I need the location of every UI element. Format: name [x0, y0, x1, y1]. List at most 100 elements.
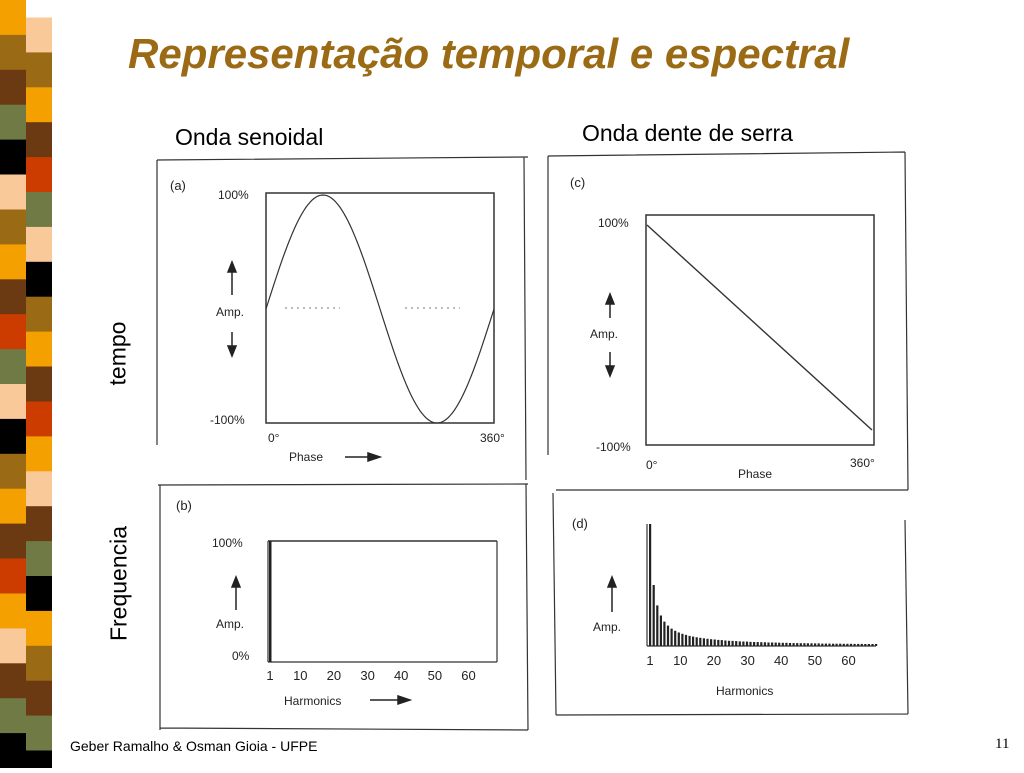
harmonic-bar	[760, 642, 763, 646]
xtick-label-c-left: 0°	[646, 458, 658, 472]
stripe-block	[26, 87, 52, 123]
harmonic-bar	[781, 642, 784, 646]
stripe-block	[26, 715, 52, 751]
xtick-label-a-left: 0°	[268, 431, 280, 445]
xlabel-c: Phase	[738, 467, 772, 481]
xtick-label: 60	[461, 668, 475, 683]
harmonic-bar	[674, 630, 677, 647]
harmonic-bar	[821, 643, 824, 646]
stripe-block	[26, 261, 52, 298]
xtick-label: 40	[394, 668, 408, 683]
xtick-label: 50	[808, 653, 822, 668]
harmonic-bar	[810, 643, 813, 646]
harmonic-bar	[269, 541, 272, 662]
stripe-block	[26, 366, 52, 402]
xtick-label: 20	[707, 653, 721, 668]
xtick-label: 30	[360, 668, 374, 683]
harmonic-bar	[677, 632, 680, 646]
stripe-block	[0, 104, 26, 141]
bars-d	[649, 524, 878, 647]
stripe-block	[26, 471, 52, 507]
harmonic-bar	[828, 643, 831, 646]
harmonic-bar	[670, 628, 673, 646]
xticks-b: 1 10 20 30 40 50 60	[266, 668, 475, 683]
harmonic-bar	[814, 643, 817, 646]
ylabel-c: Amp.	[590, 327, 618, 341]
harmonic-bar	[774, 642, 777, 646]
arrows-b	[230, 574, 413, 706]
column-title-sawtooth: Onda dente de serra	[582, 120, 793, 146]
ytick-label-a-bottom: -100%	[210, 413, 245, 427]
stripe-block	[26, 541, 52, 577]
ylabel-d: Amp.	[593, 620, 621, 634]
harmonic-bar	[835, 643, 838, 646]
harmonic-bar	[745, 641, 749, 646]
harmonic-bar	[663, 621, 666, 646]
harmonic-bar	[871, 644, 874, 646]
harmonic-bar	[692, 636, 695, 646]
harmonic-bar	[702, 638, 705, 646]
stripe-block	[0, 314, 26, 350]
xticks-d: 1 10 20 30 40 50 60	[646, 653, 855, 668]
stripe-block	[0, 349, 26, 385]
stripe-graphic	[0, 0, 52, 773]
harmonic-bar	[792, 643, 795, 646]
xtick-label: 20	[327, 668, 341, 683]
arrows-c	[604, 291, 616, 379]
xtick-label-c-right: 360°	[850, 456, 875, 470]
harmonic-bar	[727, 640, 731, 646]
stripe-block	[26, 226, 52, 263]
stripe-block	[0, 663, 26, 699]
harmonic-bar	[857, 643, 860, 646]
harmonic-bar	[817, 643, 820, 646]
harmonic-bar	[796, 643, 799, 646]
footer-authors: Geber Ramalho & Osman Gioia - UFPE	[70, 738, 318, 754]
xlabel-d: Harmonics	[716, 684, 773, 698]
harmonic-bar	[717, 639, 720, 646]
harmonic-bar	[832, 643, 835, 646]
stripe-block	[0, 0, 26, 36]
plot-frame-c	[645, 214, 875, 446]
harmonic-bar	[666, 625, 670, 646]
stripe-block	[26, 192, 52, 228]
harmonic-bar	[839, 643, 842, 646]
stripe-block	[0, 279, 26, 315]
panel-label-b: (b)	[176, 498, 192, 513]
sawtooth-series-line	[646, 224, 873, 431]
harmonic-bar	[695, 637, 698, 646]
xtick-label: 1	[646, 653, 653, 668]
ytick-label-a-top: 100%	[218, 188, 249, 202]
stripe-block	[26, 645, 52, 682]
harmonic-bar	[763, 642, 766, 646]
chart-d: Amp. 1 10 20 30 40 50 60 Harmonics	[593, 524, 878, 698]
stripe-block	[26, 52, 52, 88]
stripe-block	[26, 157, 52, 193]
column-title-sine: Onda senoidal	[175, 124, 324, 150]
harmonic-bar	[706, 638, 709, 646]
sine-series-line	[265, 194, 495, 424]
chart-c: 100% -100% Amp. 0° 360° Phase	[590, 214, 875, 481]
harmonic-bar	[688, 635, 691, 646]
harmonic-bar	[753, 642, 756, 646]
ytick-label-b-bottom: 0%	[232, 649, 250, 663]
panel-label-c: (c)	[570, 175, 585, 190]
harmonic-bar	[785, 642, 788, 646]
harmonic-bar	[849, 643, 853, 646]
harmonic-bar	[756, 642, 759, 646]
xtick-label: 30	[740, 653, 754, 668]
stripe-block	[26, 576, 52, 612]
stripe-block	[26, 17, 52, 53]
ylabel-b: Amp.	[216, 617, 244, 631]
harmonic-bar	[771, 642, 774, 646]
harmonic-bar	[735, 641, 738, 646]
panel-label-d: (d)	[572, 516, 588, 531]
bars-b	[269, 541, 272, 662]
arrows-a	[226, 259, 383, 463]
harmonic-bar	[875, 644, 878, 646]
page-number: 11	[995, 736, 1010, 752]
ylabel-a: Amp.	[216, 305, 244, 319]
stripe-block	[26, 610, 52, 647]
stripe-block	[0, 698, 26, 734]
xtick-label: 60	[841, 653, 855, 668]
